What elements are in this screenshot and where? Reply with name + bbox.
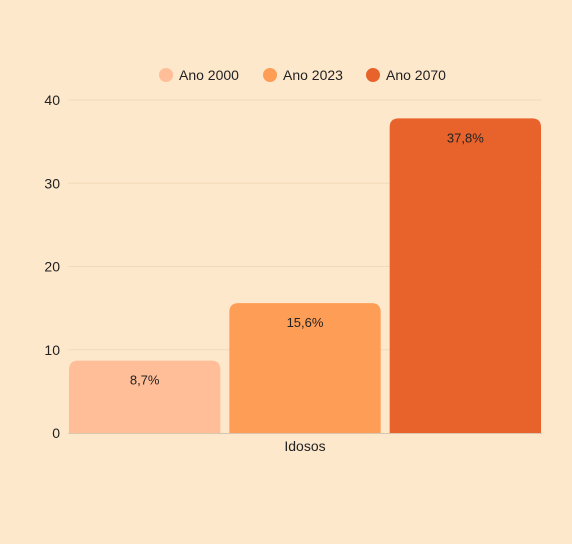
y-tick-label: 10 [44, 342, 60, 358]
y-tick-label: 30 [44, 175, 60, 191]
bar-ano-2023 [229, 303, 381, 433]
legend-label: Ano 2000 [179, 67, 239, 83]
x-category-label: Idosos [284, 438, 325, 454]
y-axis: 0 10 20 30 40 [44, 92, 60, 441]
y-tick-label: 0 [52, 425, 60, 441]
y-tick-label: 20 [44, 259, 60, 275]
bar-ano-2070 [389, 118, 541, 433]
legend-label: Ano 2070 [386, 67, 446, 83]
legend: Ano 2000 Ano 2023 Ano 2070 [159, 67, 446, 83]
bar-ano-2000 [69, 360, 221, 433]
legend-marker [159, 68, 173, 82]
legend-label: Ano 2023 [283, 67, 343, 83]
data-label: 8,7% [130, 373, 160, 388]
legend-marker [263, 68, 277, 82]
data-label: 15,6% [287, 315, 324, 330]
y-tick-label: 40 [44, 92, 60, 108]
data-label: 37,8% [447, 130, 484, 145]
bars: 8,7% 15,6% 37,8% [69, 118, 541, 433]
x-axis: Idosos [68, 433, 542, 454]
legend-marker [366, 68, 380, 82]
